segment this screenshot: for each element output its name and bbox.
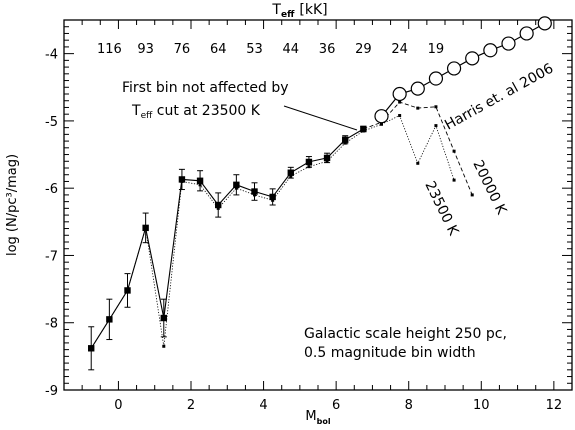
- series-dashed-point: [398, 100, 402, 104]
- series-harris-line: [381, 22, 546, 117]
- series-main-point: [178, 176, 186, 183]
- series-dashed-point: [452, 149, 456, 153]
- top-tick-label: 29: [355, 42, 372, 57]
- x-tick-label: 8: [405, 398, 413, 413]
- series-dotted-point: [162, 344, 166, 348]
- first-bin-pointer-line: [283, 105, 358, 131]
- series-harris-point: [410, 81, 425, 96]
- top-tick-label: 116: [97, 42, 122, 57]
- x-tick-label: 10: [473, 398, 490, 413]
- series-dotted-point: [271, 198, 275, 202]
- first-bin-annotation-line2: Teff cut at 23500 K: [131, 103, 261, 121]
- top-axis-title-sub: eff: [281, 10, 295, 20]
- x-axis-title: Mbol: [305, 409, 330, 426]
- series-dotted-point: [452, 178, 456, 182]
- series-main-point: [251, 188, 258, 195]
- series-harris-point: [465, 51, 480, 66]
- top-tick-label: 24: [391, 42, 408, 57]
- series-dashed-point: [361, 127, 365, 131]
- y-tick-label: -8: [45, 317, 58, 332]
- series-dotted-point: [253, 193, 256, 197]
- x-tick-label: 0: [114, 398, 122, 413]
- top-tick-label: 76: [174, 42, 191, 57]
- top-axis-title: Teff [kK]: [271, 2, 327, 20]
- series-dotted-point: [234, 186, 238, 190]
- series-main-point: [342, 136, 349, 143]
- first-bin-annotation-line1: First bin not affected by: [122, 80, 289, 96]
- series-harris-point: [501, 36, 516, 51]
- series-dashed-point: [470, 193, 474, 197]
- top-tick-label: 44: [283, 42, 300, 57]
- series-dotted-point: [198, 183, 202, 187]
- info-line1: Galactic scale height 250 pc,: [304, 326, 507, 342]
- series-dotted-point: [380, 122, 383, 126]
- series-dotted-point: [89, 346, 93, 350]
- first-bin-annotation-teff: T: [131, 103, 141, 119]
- series-harris-point: [374, 109, 389, 124]
- label-20000k: 20000 K: [469, 158, 509, 218]
- series-dotted-point: [434, 124, 438, 128]
- series-harris-point: [428, 71, 444, 86]
- series-dotted-point: [416, 161, 420, 165]
- series-main-point: [215, 201, 222, 209]
- info-line2: 0.5 magnitude bin width: [304, 345, 476, 361]
- series-dotted-point: [398, 114, 402, 118]
- top-axis-title-main: T: [271, 2, 281, 18]
- x-tick-label: 4: [259, 398, 267, 413]
- series-main-point: [233, 181, 240, 189]
- series-dotted-point: [289, 174, 293, 178]
- series-main-line: [90, 128, 364, 349]
- series-dotted-point: [325, 159, 329, 163]
- x-tick-label: 2: [187, 398, 195, 413]
- x-axis-title-main: M: [305, 409, 316, 424]
- series-dotted-point: [144, 226, 148, 230]
- top-tick-label: 64: [210, 42, 227, 57]
- top-tick-label: 19: [428, 42, 445, 57]
- series-main-point: [160, 314, 167, 322]
- series-harris-point: [537, 16, 552, 31]
- y-tick-label: -4: [45, 48, 58, 63]
- series-harris-point: [519, 26, 534, 41]
- series-main-point: [287, 169, 294, 176]
- top-tick-label: 36: [319, 42, 336, 57]
- y-tick-label: -6: [45, 182, 58, 197]
- y-tick-label: -9: [45, 384, 58, 399]
- top-axis-title-unit: [kK]: [299, 2, 327, 18]
- series-dotted-point: [180, 179, 184, 183]
- series-main-point: [323, 154, 331, 162]
- first-bin-annotation-teff-sub: eff: [141, 111, 154, 121]
- x-axis-title-sub: bol: [317, 417, 331, 426]
- series-dotted-point: [126, 288, 129, 292]
- series-dotted-point: [216, 206, 220, 210]
- series-dashed-point: [434, 105, 438, 109]
- series-dotted-point: [361, 129, 365, 133]
- y-axis-title: log (N/pc³/mag): [5, 154, 20, 256]
- y-tick-label: -7: [45, 249, 58, 264]
- top-tick-label: 53: [246, 42, 263, 57]
- series-harris-point: [392, 86, 407, 102]
- series-main-point: [269, 193, 276, 201]
- top-tick-label: 93: [137, 42, 154, 57]
- y-tick-label: -5: [45, 115, 58, 130]
- series-dotted-point: [307, 165, 311, 169]
- x-tick-label: 12: [546, 398, 563, 413]
- series-harris-point: [446, 61, 462, 76]
- series-dashed-point: [416, 106, 420, 110]
- series-dotted-point: [343, 141, 347, 145]
- series-main-point: [305, 158, 313, 166]
- series-main-point: [196, 177, 204, 184]
- x-tick-label: 6: [332, 398, 340, 413]
- series-harris-point: [483, 43, 498, 58]
- label-23500k: 23500 K: [421, 179, 461, 239]
- series-dotted-point: [107, 317, 111, 321]
- first-bin-annotation-rest: cut at 23500 K: [152, 103, 260, 119]
